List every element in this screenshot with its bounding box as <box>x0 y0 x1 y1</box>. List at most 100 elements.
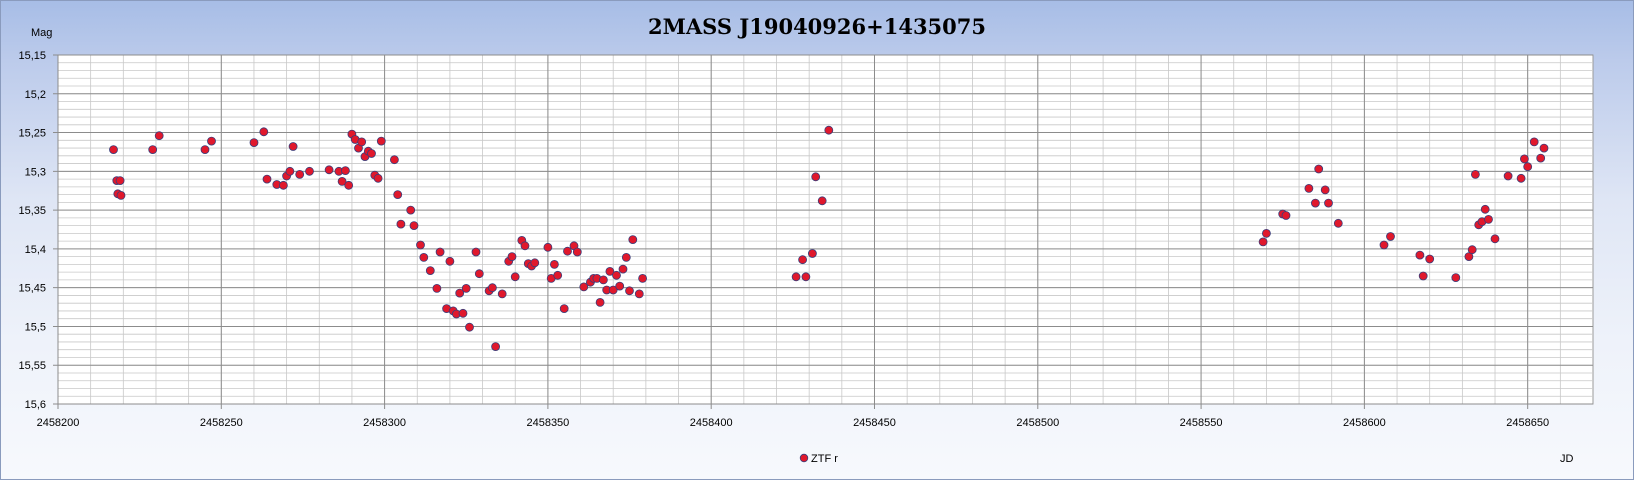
data-point <box>393 190 403 200</box>
data-point <box>625 286 634 296</box>
data-point <box>487 283 497 293</box>
data-point <box>634 289 644 299</box>
data-point <box>817 196 827 206</box>
data-point <box>1425 254 1435 264</box>
data-point <box>458 308 468 318</box>
data-point <box>285 166 295 176</box>
data-point <box>553 270 563 280</box>
y-tick-label: 15,2 <box>25 89 46 101</box>
data-point <box>628 235 638 245</box>
data-point <box>579 282 589 292</box>
data-point <box>1320 185 1330 195</box>
major-gridlines <box>53 54 1593 409</box>
data-point <box>373 173 383 183</box>
data-point <box>550 259 559 269</box>
data-point <box>409 221 419 231</box>
data-point <box>1520 154 1529 164</box>
data-point <box>471 247 481 257</box>
data-point <box>344 180 354 190</box>
data-point <box>1467 245 1477 255</box>
data-point <box>406 205 416 215</box>
data-point <box>324 165 334 175</box>
data-point <box>801 272 811 282</box>
y-tick-label: 15,5 <box>25 321 46 333</box>
data-point <box>278 180 288 190</box>
data-point <box>608 285 618 295</box>
data-point <box>1503 171 1513 181</box>
data-point <box>1471 169 1480 179</box>
data-point <box>798 255 807 265</box>
data-point <box>376 136 386 146</box>
data-point <box>445 256 455 266</box>
data-point <box>808 249 817 258</box>
data-point <box>543 242 553 252</box>
y-axis-label: Mag <box>31 27 52 39</box>
x-tick-label: 2458200 <box>37 417 80 429</box>
x-tick-label: 2458600 <box>1343 417 1386 429</box>
data-point <box>791 272 801 282</box>
data-point <box>1451 273 1461 283</box>
data-point <box>510 272 520 282</box>
data-point <box>357 137 367 147</box>
data-point <box>1304 183 1314 193</box>
y-axis-ticks: 15,15 15,2 15,25 15,3 15,35 15,4 15,45 15,5 15,5… <box>18 50 46 411</box>
data-point <box>605 266 615 276</box>
legend-marker-ztf-r <box>799 453 809 463</box>
y-tick-label: 15,4 <box>25 244 46 256</box>
data-point <box>1386 232 1395 241</box>
data-point <box>1529 137 1539 147</box>
data-point <box>595 297 605 307</box>
data-point <box>497 289 507 299</box>
data-point <box>563 246 572 256</box>
y-tick-label: 15,15 <box>18 50 46 62</box>
data-point <box>461 283 471 293</box>
data-point <box>615 281 625 291</box>
y-tick-label: 15,3 <box>25 166 46 178</box>
chart-title: 2MASS J19040926+1435075 <box>648 14 986 39</box>
data-point <box>1314 164 1324 174</box>
y-tick-label: 15,35 <box>18 205 46 217</box>
data-point <box>249 138 259 148</box>
data-point <box>1536 153 1546 163</box>
data-point <box>1415 250 1425 260</box>
data-point <box>367 149 376 158</box>
data-point <box>337 176 347 186</box>
data-point <box>148 145 158 155</box>
data-point <box>288 142 298 151</box>
data-point <box>425 266 435 276</box>
data-point <box>1311 198 1320 208</box>
legend: ZTF r <box>799 453 838 465</box>
data-point <box>1539 143 1549 153</box>
data-point <box>416 240 425 250</box>
data-point <box>811 172 821 182</box>
data-point <box>599 275 608 285</box>
data-point <box>1281 211 1291 220</box>
x-axis-label: JD <box>1560 453 1574 465</box>
data-point <box>154 131 164 141</box>
y-tick-label: 15,25 <box>18 128 46 140</box>
x-tick-label: 2458400 <box>690 417 733 429</box>
x-tick-label: 2458500 <box>1016 417 1059 429</box>
y-tick-label: 15,45 <box>18 283 46 295</box>
data-point <box>340 166 350 176</box>
data-point <box>1324 198 1333 208</box>
data-point <box>1379 240 1389 250</box>
data-point <box>419 252 429 262</box>
data-point <box>507 252 517 262</box>
data-point <box>1523 162 1533 172</box>
data-point <box>262 174 272 184</box>
data-point <box>530 258 540 268</box>
x-tick-label: 2458300 <box>363 417 406 429</box>
data-point <box>520 241 530 251</box>
data-point <box>491 342 501 352</box>
series-ztf-r-points <box>109 125 1549 352</box>
legend-entry-ztf-r: ZTF r <box>811 453 838 465</box>
data-point <box>618 264 628 274</box>
data-point <box>115 176 125 186</box>
data-point <box>824 125 834 135</box>
data-point <box>305 166 314 176</box>
data-point <box>295 169 305 179</box>
x-tick-label: 2458550 <box>1180 417 1223 429</box>
data-point <box>207 136 216 146</box>
